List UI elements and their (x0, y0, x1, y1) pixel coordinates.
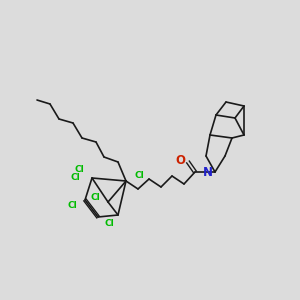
Text: Cl: Cl (67, 200, 77, 209)
Text: Cl: Cl (74, 164, 84, 173)
Text: Cl: Cl (104, 218, 114, 227)
Text: Cl: Cl (70, 172, 80, 182)
Text: Cl: Cl (90, 193, 100, 202)
Text: N: N (203, 166, 213, 178)
Text: O: O (175, 154, 185, 166)
Text: Cl: Cl (134, 172, 144, 181)
